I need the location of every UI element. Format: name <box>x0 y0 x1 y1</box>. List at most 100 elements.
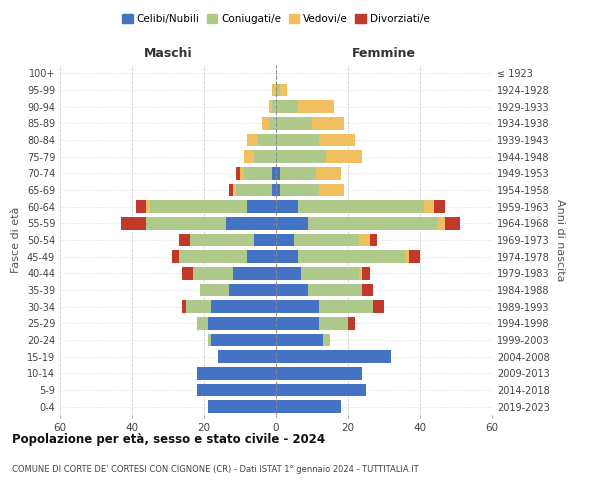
Bar <box>186 300 211 313</box>
Bar <box>276 84 280 96</box>
Bar <box>247 134 258 146</box>
Bar <box>247 250 276 263</box>
Bar <box>272 84 276 96</box>
Bar <box>269 117 276 130</box>
Bar <box>218 350 276 363</box>
Bar <box>424 200 434 213</box>
Bar <box>276 117 312 130</box>
Bar <box>362 267 370 280</box>
Bar <box>197 317 208 330</box>
Bar <box>121 217 146 230</box>
Bar <box>254 150 276 163</box>
Bar <box>269 100 272 113</box>
Bar <box>276 200 298 213</box>
Bar <box>276 400 341 413</box>
Bar <box>312 117 344 130</box>
Bar <box>146 200 150 213</box>
Bar <box>276 217 308 230</box>
Bar <box>276 150 326 163</box>
Bar <box>233 267 276 280</box>
Bar <box>319 300 373 313</box>
Bar <box>150 200 247 213</box>
Bar <box>276 317 319 330</box>
Bar <box>409 250 420 263</box>
Bar <box>190 234 254 246</box>
Bar <box>280 167 316 179</box>
Y-axis label: Anni di nascita: Anni di nascita <box>555 198 565 281</box>
Bar <box>323 334 330 346</box>
Bar <box>370 234 377 246</box>
Bar <box>136 200 146 213</box>
Bar <box>298 200 424 213</box>
Bar <box>226 217 276 230</box>
Bar <box>276 284 308 296</box>
Bar <box>445 217 460 230</box>
Bar <box>254 234 276 246</box>
Bar <box>319 134 355 146</box>
Bar <box>197 384 276 396</box>
Bar <box>438 217 445 230</box>
Text: Femmine: Femmine <box>352 47 416 60</box>
Bar <box>247 200 276 213</box>
Bar <box>244 167 272 179</box>
Bar <box>240 167 244 179</box>
Bar <box>276 384 366 396</box>
Bar <box>301 267 359 280</box>
Bar <box>229 284 276 296</box>
Bar <box>211 300 276 313</box>
Bar <box>298 100 334 113</box>
Legend: Celibi/Nubili, Coniugati/e, Vedovi/e, Divorziati/e: Celibi/Nubili, Coniugati/e, Vedovi/e, Di… <box>118 10 434 29</box>
Bar <box>308 284 362 296</box>
Bar <box>362 284 373 296</box>
Bar <box>258 134 276 146</box>
Bar <box>319 317 348 330</box>
Bar <box>276 350 391 363</box>
Bar <box>348 317 355 330</box>
Bar <box>172 250 179 263</box>
Bar <box>316 167 341 179</box>
Bar <box>308 217 438 230</box>
Bar <box>276 167 280 179</box>
Bar <box>359 234 370 246</box>
Bar <box>262 117 269 130</box>
Bar <box>182 300 186 313</box>
Bar <box>272 100 276 113</box>
Bar <box>434 200 445 213</box>
Bar <box>208 334 211 346</box>
Text: COMUNE DI CORTE DE' CORTESI CON CIGNONE (CR) - Dati ISTAT 1° gennaio 2024 - TUTT: COMUNE DI CORTE DE' CORTESI CON CIGNONE … <box>12 466 419 474</box>
Bar <box>229 184 233 196</box>
Bar <box>280 84 287 96</box>
Bar <box>373 300 384 313</box>
Bar <box>276 234 294 246</box>
Bar <box>326 150 362 163</box>
Bar <box>208 400 276 413</box>
Bar <box>197 367 276 380</box>
Text: Popolazione per età, sesso e stato civile - 2024: Popolazione per età, sesso e stato civil… <box>12 432 325 446</box>
Bar <box>359 267 362 280</box>
Bar <box>182 267 193 280</box>
Bar <box>208 317 276 330</box>
Bar <box>276 100 298 113</box>
Bar <box>276 134 319 146</box>
Bar <box>294 234 359 246</box>
Bar <box>280 184 319 196</box>
Bar <box>406 250 409 263</box>
Bar <box>193 267 233 280</box>
Bar <box>276 367 362 380</box>
Bar <box>236 184 272 196</box>
Bar <box>211 334 276 346</box>
Y-axis label: Fasce di età: Fasce di età <box>11 207 21 273</box>
Bar <box>179 234 190 246</box>
Bar <box>236 167 240 179</box>
Bar <box>276 250 298 263</box>
Bar <box>276 300 319 313</box>
Text: Maschi: Maschi <box>143 47 193 60</box>
Bar <box>179 250 247 263</box>
Bar <box>319 184 344 196</box>
Bar <box>146 217 226 230</box>
Bar <box>244 150 254 163</box>
Bar <box>272 184 276 196</box>
Bar <box>233 184 236 196</box>
Bar <box>298 250 406 263</box>
Bar <box>276 334 323 346</box>
